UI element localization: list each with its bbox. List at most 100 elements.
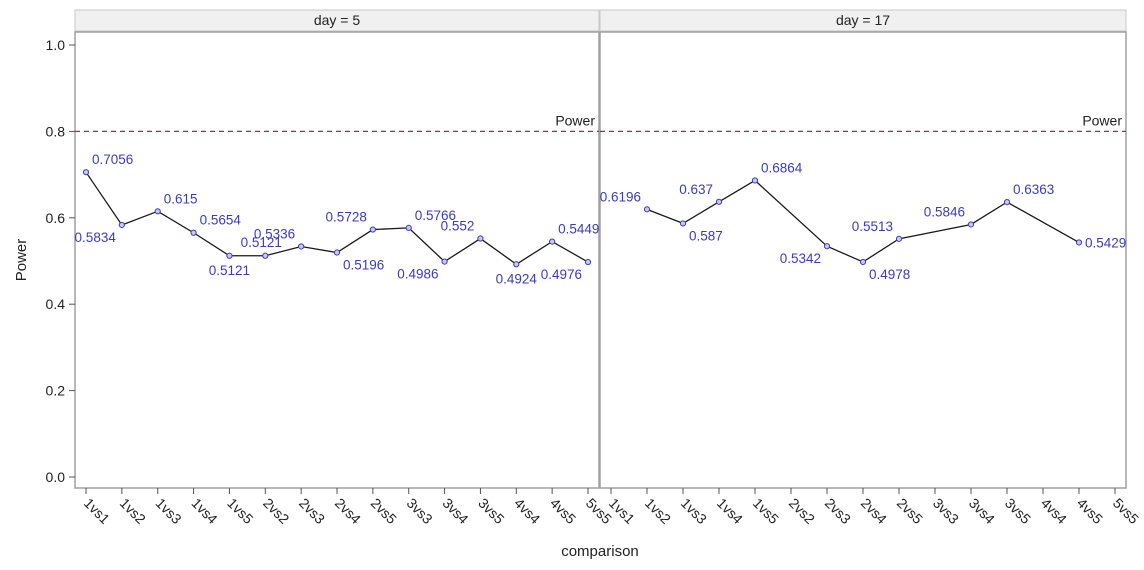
panel-header xyxy=(74,9,600,32)
x-tick-label: 1vs5 xyxy=(750,495,782,527)
data-label: 0.4924 xyxy=(496,271,538,286)
x-tick-label: 1vs2 xyxy=(642,495,674,527)
data-point xyxy=(513,261,520,268)
data-point xyxy=(82,169,90,176)
data-label: 0.7056 xyxy=(92,152,133,167)
data-point xyxy=(405,224,412,232)
data-point xyxy=(226,252,233,259)
data-point xyxy=(1075,239,1083,246)
data-label: 0.5766 xyxy=(415,208,456,223)
data-point xyxy=(895,235,903,242)
x-tick-label: 4vs5 xyxy=(1074,495,1106,527)
data-point xyxy=(751,177,759,184)
data-point xyxy=(190,229,197,236)
reference-line-label: Power xyxy=(1082,112,1122,128)
data-point xyxy=(715,198,723,205)
data-label: 0.615 xyxy=(164,191,198,206)
series-line xyxy=(646,179,1080,263)
data-label: 0.5429 xyxy=(1085,235,1126,250)
x-tick-label: 1vs4 xyxy=(188,495,220,527)
x-tick-label: 2vs5 xyxy=(894,495,926,527)
x-tick-label: 1vs1 xyxy=(81,495,113,527)
data-point xyxy=(1003,199,1011,206)
y-tick-label: 0.0 xyxy=(46,469,66,485)
x-tick-label: 2vs3 xyxy=(822,495,854,527)
data-label: 0.6864 xyxy=(761,160,803,175)
data-point xyxy=(298,243,305,250)
x-tick-label: 2vs3 xyxy=(296,495,328,527)
y-tick-label: 0.6 xyxy=(46,210,66,226)
data-point xyxy=(679,220,687,227)
x-tick-label: 4vs4 xyxy=(1038,495,1070,527)
data-label: 0.5834 xyxy=(75,230,117,245)
data-label: 0.5513 xyxy=(852,219,893,234)
data-point xyxy=(643,206,651,213)
x-axis-title: comparison xyxy=(561,543,639,560)
data-label: 0.6363 xyxy=(1013,182,1054,197)
panel-title: day = 17 xyxy=(836,12,890,28)
data-point xyxy=(859,258,867,266)
x-tick-label: 2vs4 xyxy=(858,495,890,527)
data-label: 0.552 xyxy=(441,219,475,234)
y-tick-label: 0.8 xyxy=(46,123,66,139)
x-tick-label: 1vs3 xyxy=(153,495,185,527)
x-tick-label: 1vs2 xyxy=(117,495,149,527)
data-point xyxy=(441,258,448,265)
x-tick-label: 3vs3 xyxy=(930,495,962,527)
x-tick-label: 1vs4 xyxy=(714,495,746,527)
y-tick-label: 0.2 xyxy=(46,383,66,399)
x-tick-label: 1vs5 xyxy=(224,495,256,527)
data-label: 0.5121 xyxy=(241,235,282,250)
data-label: 0.637 xyxy=(679,182,713,197)
y-tick-label: 0.4 xyxy=(46,296,66,312)
y-axis: 0.0 0.2 0.4 0.6 0.8 1.0 xyxy=(46,37,75,485)
x-tick-label: 2vs4 xyxy=(332,495,364,527)
data-point xyxy=(262,252,269,259)
data-point xyxy=(584,258,592,266)
x-tick-label: 4vs4 xyxy=(511,495,543,527)
reference-line-label: Power xyxy=(555,112,595,128)
data-label: 0.6196 xyxy=(600,189,641,204)
x-tick-label: 3vs4 xyxy=(439,495,471,527)
x-tick-label: 2vs2 xyxy=(260,495,292,527)
data-label: 0.5846 xyxy=(924,204,965,219)
panel-1: day = 5 Power 1vs1 1vs2 1vs3 1vs4 1vs5 2vs2 2vs3… xyxy=(74,9,615,527)
x-tick-label: 2vs2 xyxy=(786,495,818,527)
x-tick-label: 5vs5 xyxy=(583,495,615,527)
y-axis-title: Power xyxy=(13,239,30,282)
data-label: 0.4978 xyxy=(869,267,910,282)
x-tick-label: 3vs4 xyxy=(966,495,998,527)
data-label: 0.5121 xyxy=(209,263,250,278)
data-point xyxy=(823,243,831,250)
x-tick-label: 2vs5 xyxy=(368,495,400,527)
x-tick-label: 3vs5 xyxy=(1002,495,1034,527)
data-label: 0.4976 xyxy=(541,267,582,282)
x-tick-label: 5vs5 xyxy=(1110,495,1142,527)
data-label: 0.5728 xyxy=(326,210,367,225)
data-label: 0.5342 xyxy=(780,251,821,266)
y-tick-label: 1.0 xyxy=(46,37,66,53)
data-point xyxy=(549,238,556,245)
data-point xyxy=(967,221,975,228)
data-label: 0.4986 xyxy=(397,267,438,282)
data-label: 0.5449 xyxy=(558,222,599,237)
panel-title: day = 5 xyxy=(314,12,361,28)
data-point xyxy=(118,221,125,229)
data-label: 0.5196 xyxy=(343,258,384,273)
panel-header xyxy=(599,9,1127,32)
x-tick-label: 3vs3 xyxy=(404,495,436,527)
data-point xyxy=(477,235,484,242)
x-tick-label: 3vs5 xyxy=(475,495,507,527)
data-point xyxy=(333,249,341,256)
data-label: 0.5654 xyxy=(200,213,242,228)
data-label: 0.5336 xyxy=(254,226,295,241)
x-tick-label: 1vs3 xyxy=(678,495,710,527)
x-tick-label: 4vs5 xyxy=(547,495,579,527)
panel-frame xyxy=(74,31,600,489)
data-point xyxy=(369,226,376,233)
data-label: 0.587 xyxy=(689,228,723,243)
data-point xyxy=(154,208,161,215)
